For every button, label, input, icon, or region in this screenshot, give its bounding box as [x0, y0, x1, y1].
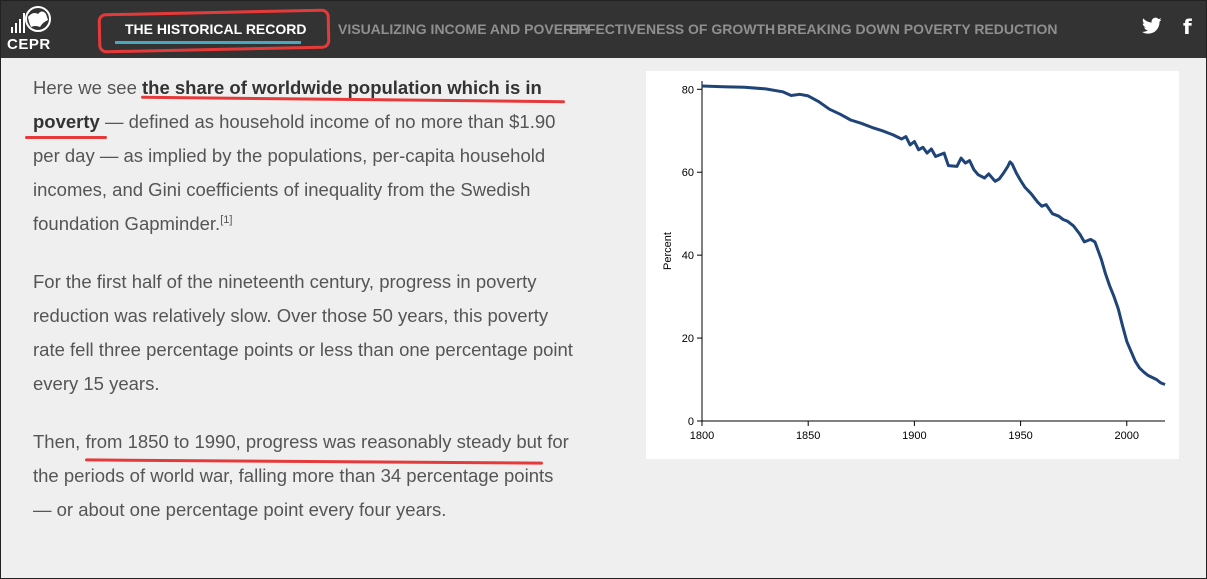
annotation-highlight-box — [97, 8, 331, 54]
x-tick-label: 2000 — [1115, 430, 1139, 442]
y-tick-label: 0 — [688, 416, 694, 428]
article-text: Here we see the share of worldwide popul… — [33, 71, 573, 551]
poverty-chart-card: 0 20 40 60 80 1800 1850 1900 1950 2000 Percent — [646, 71, 1179, 459]
y-axis-label: Percent — [662, 232, 674, 270]
paragraph-1: Here we see the share of worldwide popul… — [33, 71, 573, 241]
x-tick-label: 1900 — [902, 430, 926, 442]
globe-bars-icon — [11, 6, 51, 33]
facebook-icon[interactable]: f — [1183, 15, 1192, 39]
poverty-rate-series-line — [701, 84, 1166, 386]
y-tick-label: 60 — [682, 167, 694, 179]
poverty-line-chart: 0 20 40 60 80 1800 1850 1900 1950 2000 Percent — [662, 81, 1166, 442]
y-tick-label: 80 — [682, 84, 694, 96]
x-tick-label: 1850 — [796, 430, 820, 442]
p1-intro: Here we see — [33, 77, 142, 98]
y-tick-label: 40 — [682, 250, 694, 262]
p1-bold-phrase: the share of worldwide population which … — [33, 77, 542, 132]
nav-tab-visualizing-income-and-poverty[interactable]: VISUALIZING INCOME AND POVERTY — [338, 21, 592, 37]
annotation-underline-2 — [25, 136, 107, 139]
x-tick-label: 1950 — [1008, 430, 1032, 442]
active-tab-underline — [115, 41, 301, 44]
nav-tab-breaking-down-poverty-reduction[interactable]: BREAKING DOWN POVERTY REDUCTION — [777, 21, 1058, 37]
nav-tab-historical-record[interactable]: THE HISTORICAL RECORD — [125, 21, 307, 37]
paragraph-3: Then, from 1850 to 1990, progress was re… — [33, 431, 569, 520]
p1-body: — defined as household income of no more… — [33, 111, 556, 234]
x-tick-label: 1800 — [690, 430, 714, 442]
nav-tab-effectiveness-of-growth[interactable]: EFFECTIVENESS OF GROWTH — [569, 21, 776, 37]
logo-text: CEPR — [7, 36, 51, 53]
twitter-icon[interactable] — [1141, 17, 1162, 40]
footnote-link[interactable]: [1] — [220, 213, 233, 226]
y-tick-label: 20 — [682, 333, 694, 345]
top-navbar: CEPR THE HISTORICAL RECORD VISUALIZING I… — [1, 1, 1206, 58]
cepr-logo[interactable]: CEPR — [7, 5, 53, 53]
paragraph-2: For the first half of the nineteenth cen… — [33, 271, 573, 394]
